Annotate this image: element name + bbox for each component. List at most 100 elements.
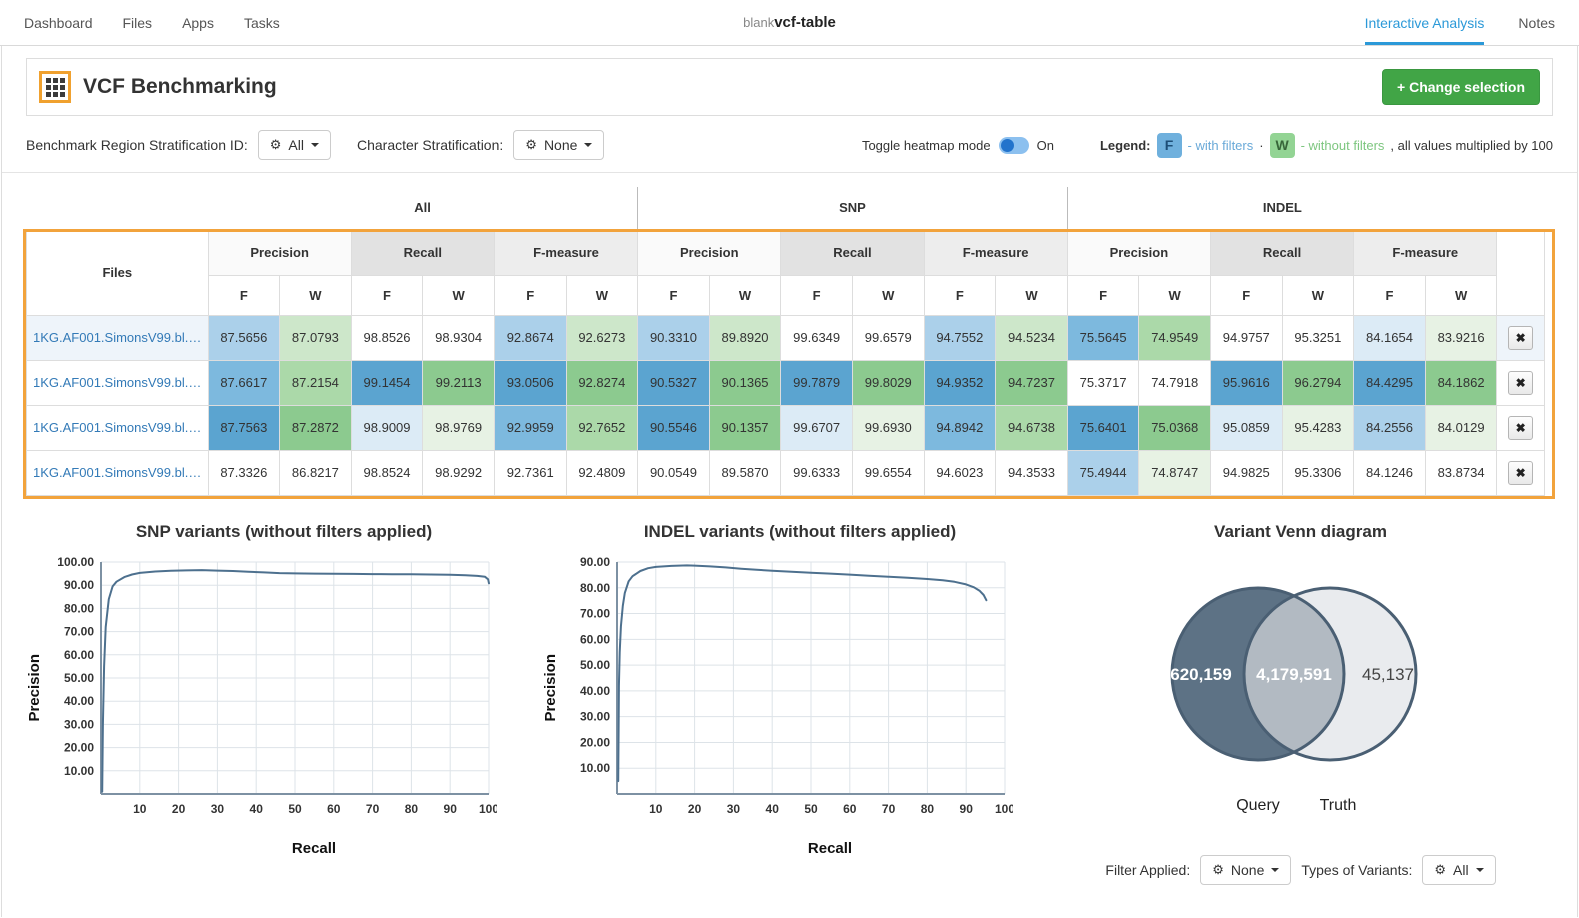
- character-stratification-dropdown[interactable]: ⚙ None: [513, 130, 605, 160]
- svg-text:60.00: 60.00: [580, 632, 610, 646]
- subcolumn-header-f: F: [637, 274, 710, 316]
- heatmap-cell: 94.9352: [923, 359, 997, 406]
- remove-row-button[interactable]: ✖: [1508, 370, 1534, 395]
- group-header-all: All: [208, 187, 638, 229]
- table-row: 1KG.AF001.SimonsV99.bl.gra... 87.7563 87.2…: [26, 404, 1545, 451]
- heatmap-cell: 84.1654: [1353, 314, 1426, 361]
- with-filters-text: - with filters: [1187, 137, 1254, 153]
- heatmap-cell: 96.2794: [1281, 359, 1355, 406]
- file-cell: 1KG.AF001.SimonsV99.bl.gra...: [26, 314, 209, 361]
- change-selection-button[interactable]: + Change selection: [1382, 69, 1540, 105]
- nav-item-tasks[interactable]: Tasks: [243, 14, 280, 31]
- heatmap-cell: 94.9757: [1209, 314, 1283, 361]
- separator: [2, 172, 1577, 173]
- group-header-snp: SNP: [637, 187, 1068, 229]
- svg-text:30.00: 30.00: [580, 709, 610, 723]
- heatmap-cell: 75.3717: [1066, 359, 1140, 406]
- file-link[interactable]: 1KG.AF001.SimonsV99.bl.gra...: [33, 420, 202, 435]
- venn-block: Variant Venn diagram 620,159 4,179,591 4…: [1058, 522, 1543, 885]
- subcolumn-header-f: F: [1209, 274, 1283, 316]
- heatmap-cell: 93.0506: [493, 359, 567, 406]
- tab-notes[interactable]: Notes: [1518, 14, 1555, 31]
- svg-text:20: 20: [688, 802, 702, 816]
- table-row: 1KG.AF001.SimonsV99.bl.gra... 87.5656 87.0…: [26, 314, 1545, 361]
- subcolumn-header-w: W: [422, 274, 495, 316]
- heatmap-cell: 92.6273: [565, 314, 639, 361]
- chevron-down-icon: [310, 143, 319, 147]
- filter-applied-dropdown[interactable]: ⚙ None: [1200, 854, 1292, 885]
- remove-row-button[interactable]: ✖: [1508, 415, 1534, 440]
- svg-text:70.00: 70.00: [580, 606, 610, 620]
- svg-text:40.00: 40.00: [64, 694, 94, 708]
- metric-header: Recall: [1209, 228, 1355, 276]
- venn-title: Variant Venn diagram: [1214, 521, 1387, 541]
- file-link[interactable]: 1KG.AF001.SimonsV99.bl.hc...: [33, 375, 202, 390]
- heatmap-cell: 92.8274: [565, 359, 639, 406]
- heatmap-cell: 99.1454: [350, 359, 424, 406]
- heatmap-cell: 94.8942: [923, 404, 997, 451]
- heatmap-cell: 94.9825: [1209, 449, 1283, 496]
- apps-grid-icon[interactable]: [39, 71, 71, 103]
- svg-text:50.00: 50.00: [580, 658, 610, 672]
- heatmap-cell: 87.2872: [279, 404, 352, 451]
- svg-text:100: 100: [479, 802, 497, 816]
- nav-item-apps[interactable]: Apps: [182, 14, 214, 31]
- snp-y-axis-label: Precision: [26, 653, 43, 722]
- heatmap-cell: 99.6554: [851, 449, 925, 496]
- benchmark-table-wrap: All SNP INDEL Files Precision Recall F-measure…: [23, 187, 1555, 499]
- svg-text:20: 20: [172, 802, 186, 816]
- heatmap-cell: 75.4944: [1066, 449, 1140, 496]
- heatmap-cell: 98.9304: [422, 314, 495, 361]
- svg-text:20.00: 20.00: [64, 740, 94, 754]
- svg-text:90.00: 90.00: [64, 578, 94, 592]
- indel-x-axis-label: Recall: [807, 839, 853, 857]
- svg-text:100.00: 100.00: [57, 555, 94, 569]
- subcolumn-header-w: W: [1281, 274, 1355, 316]
- gear-icon: ⚙: [269, 137, 282, 152]
- svg-text:30: 30: [211, 802, 225, 816]
- venn-truth-label: Truth: [1320, 797, 1357, 814]
- benchmark-region-dropdown[interactable]: ⚙ All: [257, 130, 331, 160]
- svg-text:60: 60: [327, 802, 341, 816]
- heatmap-toggle-switch[interactable]: [998, 136, 1029, 154]
- file-link[interactable]: 1KG.AF001.SimonsV99.bl.gra...: [33, 465, 202, 480]
- nav-item-dashboard[interactable]: Dashboard: [24, 14, 93, 31]
- svg-text:30.00: 30.00: [64, 717, 94, 731]
- heatmap-cell: 90.5546: [637, 404, 710, 451]
- heatmap-cell: 98.8524: [350, 449, 424, 496]
- heatmap-cell: 99.6930: [851, 404, 925, 451]
- heatmap-cell: 83.8734: [1424, 449, 1498, 496]
- heatmap-cell: 94.7552: [923, 314, 997, 361]
- heatmap-cell: 87.5656: [207, 314, 281, 361]
- heatmap-cell: 84.2556: [1353, 404, 1426, 451]
- subcolumn-header-w: W: [279, 274, 352, 316]
- svg-text:100: 100: [995, 802, 1013, 816]
- heatmap-cell: 83.9216: [1424, 314, 1498, 361]
- remove-row-button[interactable]: ✖: [1508, 325, 1534, 350]
- subcolumn-header-f: F: [780, 274, 853, 316]
- heatmap-cell: 94.6023: [923, 449, 997, 496]
- without-filters-text: - without filters: [1300, 137, 1385, 153]
- subcolumn-header-w: W: [708, 274, 782, 316]
- tab-interactive-analysis[interactable]: Interactive Analysis: [1364, 0, 1485, 45]
- page-title: VCF Benchmarking: [83, 75, 277, 98]
- heatmap-cell: 75.0368: [1138, 404, 1211, 451]
- svg-text:70: 70: [882, 802, 896, 816]
- remove-row-button[interactable]: ✖: [1508, 460, 1534, 485]
- svg-text:90: 90: [444, 802, 458, 816]
- indel-chart-title: INDEL variants (without filters applied): [643, 521, 957, 541]
- heatmap-cell: 94.7237: [995, 359, 1068, 406]
- subcolumn-header-f: F: [493, 274, 567, 316]
- heatmap-cell: 98.8526: [350, 314, 424, 361]
- subcolumn-header-f: F: [1066, 274, 1140, 316]
- metric-header: Recall: [780, 228, 925, 276]
- heatmap-cell: 90.3310: [637, 314, 710, 361]
- subcolumn-header-f: F: [1353, 274, 1426, 316]
- subcolumn-header-w: W: [565, 274, 639, 316]
- heatmap-cell: 99.7879: [780, 359, 853, 406]
- heatmap-cell: 90.5327: [637, 359, 710, 406]
- types-of-variants-dropdown[interactable]: ⚙ All: [1422, 854, 1496, 885]
- nav-item-files[interactable]: Files: [122, 14, 153, 31]
- file-link[interactable]: 1KG.AF001.SimonsV99.bl.gra...: [33, 330, 202, 345]
- legend-suffix: , all values multiplied by 100: [1390, 137, 1553, 153]
